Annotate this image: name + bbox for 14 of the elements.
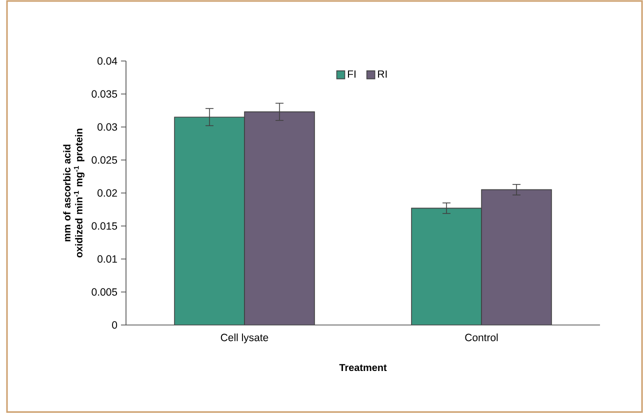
y-tick-label: 0 — [112, 321, 118, 329]
y-tick-label: 0.015 — [92, 222, 118, 230]
y-tick-label: 0.04 — [98, 57, 118, 65]
x-tick-label: Control — [465, 334, 498, 342]
x-axis-title: Treatment — [339, 364, 387, 372]
y-tick-label: 0.025 — [92, 156, 118, 164]
y-tick-label: 0.01 — [98, 255, 117, 263]
y-tick-label: 0.035 — [92, 90, 118, 98]
y-tick-label: 0.03 — [98, 123, 118, 131]
y-tick-label: 0.02 — [98, 189, 117, 197]
legend-label: RI — [378, 70, 387, 78]
y-tick-label: 0.005 — [92, 288, 118, 296]
legend-label: FI — [348, 70, 356, 78]
x-tick-label: Cell lysate — [220, 334, 268, 344]
